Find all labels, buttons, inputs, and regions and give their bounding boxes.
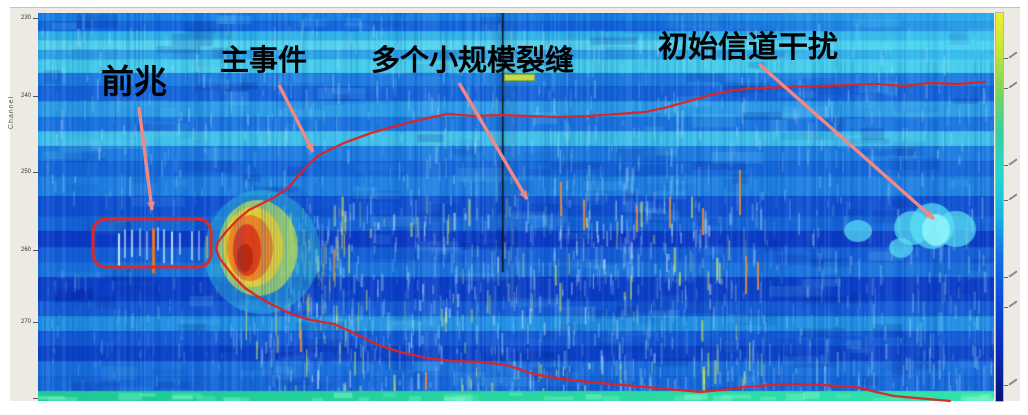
y-tick-mark [33,250,38,251]
y-tick-label: 240 [20,93,31,99]
y-tick-mark [33,18,38,19]
colorbar-tick-mark [1004,307,1008,308]
label-main-event: 主事件 [220,45,308,77]
colorbar-tick-mark [1004,165,1008,166]
y-tick-mark [33,398,38,399]
y-tick-label: 250 [20,169,31,175]
label-channel-interference: 初始信道干扰 [658,31,838,64]
colorbar-tick-mark [1004,58,1008,59]
y-tick-label: 260 [20,247,31,253]
y-tick-label: 270 [20,319,31,325]
y-axis-label: Channel [8,96,15,130]
colorbar [996,13,1003,401]
colorbar-tick-mark [1004,385,1008,386]
label-precursor: 前兆 [101,65,167,101]
y-tick-mark [33,96,38,97]
y-tick-mark [33,322,38,323]
colorbar-tick-mark [1004,277,1008,278]
y-tick-label: 230 [20,15,31,21]
label-small-fractures: 多个小规模裂缝 [371,45,575,77]
colorbar-tick-mark [1004,88,1008,89]
y-tick-mark [33,172,38,173]
colorbar-tick-mark [1004,200,1008,201]
